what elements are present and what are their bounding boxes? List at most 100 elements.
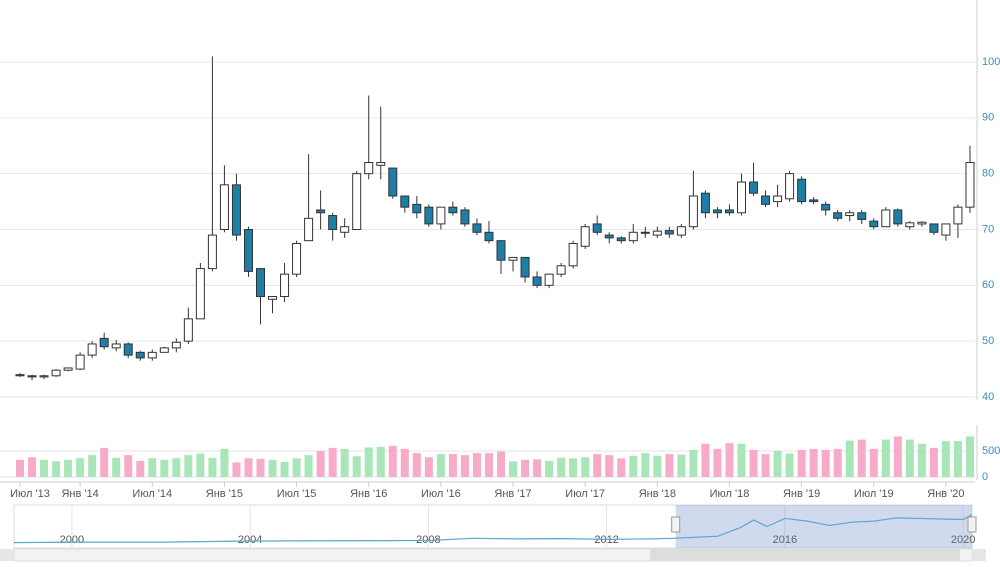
- candle-body: [749, 181, 759, 194]
- volume-bar: [28, 457, 37, 477]
- candle-body: [316, 209, 326, 214]
- candle-body: [941, 223, 951, 236]
- navigator-tick-label: 2016: [773, 534, 797, 546]
- candle-body: [340, 226, 350, 233]
- volume-bar: [641, 453, 650, 477]
- candle-body: [436, 206, 446, 225]
- candle-body: [616, 237, 626, 242]
- candle-body: [809, 199, 819, 203]
- volume-bar: [761, 454, 770, 477]
- candle-body: [304, 217, 314, 242]
- candle-body: [243, 229, 253, 272]
- candle-body: [27, 375, 37, 378]
- volume-bar: [172, 458, 181, 477]
- x-tick-label: Янв '16: [350, 488, 387, 500]
- candle-body: [195, 268, 205, 320]
- candle-body: [280, 273, 290, 297]
- x-tick-label: Июл '17: [565, 488, 605, 500]
- navigator-tick-label: 2004: [238, 534, 262, 546]
- candle-body: [75, 354, 85, 370]
- x-tick-label: Июл '16: [421, 488, 461, 500]
- candle-body: [171, 341, 181, 349]
- volume-bar: [220, 448, 229, 477]
- y-tick-label: 60: [982, 279, 994, 291]
- candle-body: [773, 195, 783, 203]
- volume-bar: [352, 456, 361, 477]
- candle-body: [965, 162, 975, 208]
- navigator-handle[interactable]: [671, 516, 681, 533]
- x-tick-label: Июл '15: [277, 488, 317, 500]
- volume-bar: [701, 443, 710, 477]
- volume-bar: [809, 448, 818, 477]
- candle-body: [821, 203, 831, 211]
- volume-bar: [304, 455, 313, 477]
- volume-bar: [557, 457, 566, 477]
- volume-bar: [821, 449, 830, 477]
- volume-bar: [929, 447, 938, 477]
- candle-body: [123, 343, 133, 356]
- volume-bar: [280, 461, 289, 477]
- volume-bar: [424, 457, 433, 477]
- volume-bar: [196, 453, 205, 477]
- volume-bar: [833, 448, 842, 477]
- volume-bar: [340, 448, 349, 477]
- volume-bar: [677, 454, 686, 477]
- candle-body: [905, 222, 915, 228]
- candle-body: [845, 212, 855, 217]
- volume-bar: [857, 439, 866, 477]
- volume-bar: [100, 447, 109, 477]
- candle-body: [135, 351, 145, 359]
- volume-bar: [941, 441, 950, 477]
- volume-bar: [773, 451, 782, 477]
- candle-body: [592, 223, 602, 233]
- scroll-right[interactable]: [972, 549, 986, 561]
- candle-body: [628, 231, 638, 242]
- volume-bar: [749, 449, 758, 477]
- volume-bar: [797, 449, 806, 477]
- volume-bar: [893, 436, 902, 477]
- scroll-left[interactable]: [0, 549, 14, 561]
- candle-body: [231, 184, 241, 236]
- volume-bar: [521, 459, 530, 477]
- navigator-selection: [675, 505, 972, 548]
- x-tick-label: Янв '18: [639, 488, 676, 500]
- candle-body: [833, 212, 843, 219]
- volume-bar: [448, 454, 457, 477]
- scrollbar-thumb[interactable]: [650, 549, 960, 561]
- navigator-tick-label: 2000: [60, 534, 84, 546]
- candle-body: [640, 231, 650, 234]
- candle-body: [484, 231, 494, 242]
- volume-bar: [292, 458, 301, 477]
- candle-body: [472, 223, 482, 233]
- y-tick-label: 50: [982, 335, 994, 347]
- volume-bar: [400, 448, 409, 477]
- volume-bar: [160, 459, 169, 477]
- volume-bar: [581, 457, 590, 477]
- candle-body: [159, 347, 169, 353]
- y-tick-label: 90: [982, 112, 994, 124]
- candle-body: [460, 209, 470, 225]
- volume-bar: [124, 455, 133, 477]
- y-tick-label: 100: [982, 56, 1000, 68]
- volume-bar: [460, 455, 469, 477]
- x-tick-label: Июл '14: [132, 488, 172, 500]
- volume-bar: [653, 455, 662, 477]
- volume-bar: [569, 458, 578, 477]
- candle-body: [508, 256, 518, 261]
- candle-body: [580, 226, 590, 247]
- volume-bar: [737, 443, 746, 477]
- candle-body: [953, 206, 963, 225]
- volume-bar: [436, 454, 445, 477]
- x-tick-label: Июл '19: [854, 488, 894, 500]
- volume-bar: [208, 457, 217, 477]
- candle-body: [400, 195, 410, 208]
- candle-body: [496, 240, 506, 261]
- navigator-handle[interactable]: [967, 516, 977, 533]
- volume-bar: [316, 451, 325, 477]
- candle-body: [869, 220, 879, 228]
- volume-bar: [905, 439, 914, 477]
- candle-body: [664, 230, 674, 235]
- volume-bar: [148, 458, 157, 477]
- candle-body: [63, 367, 73, 371]
